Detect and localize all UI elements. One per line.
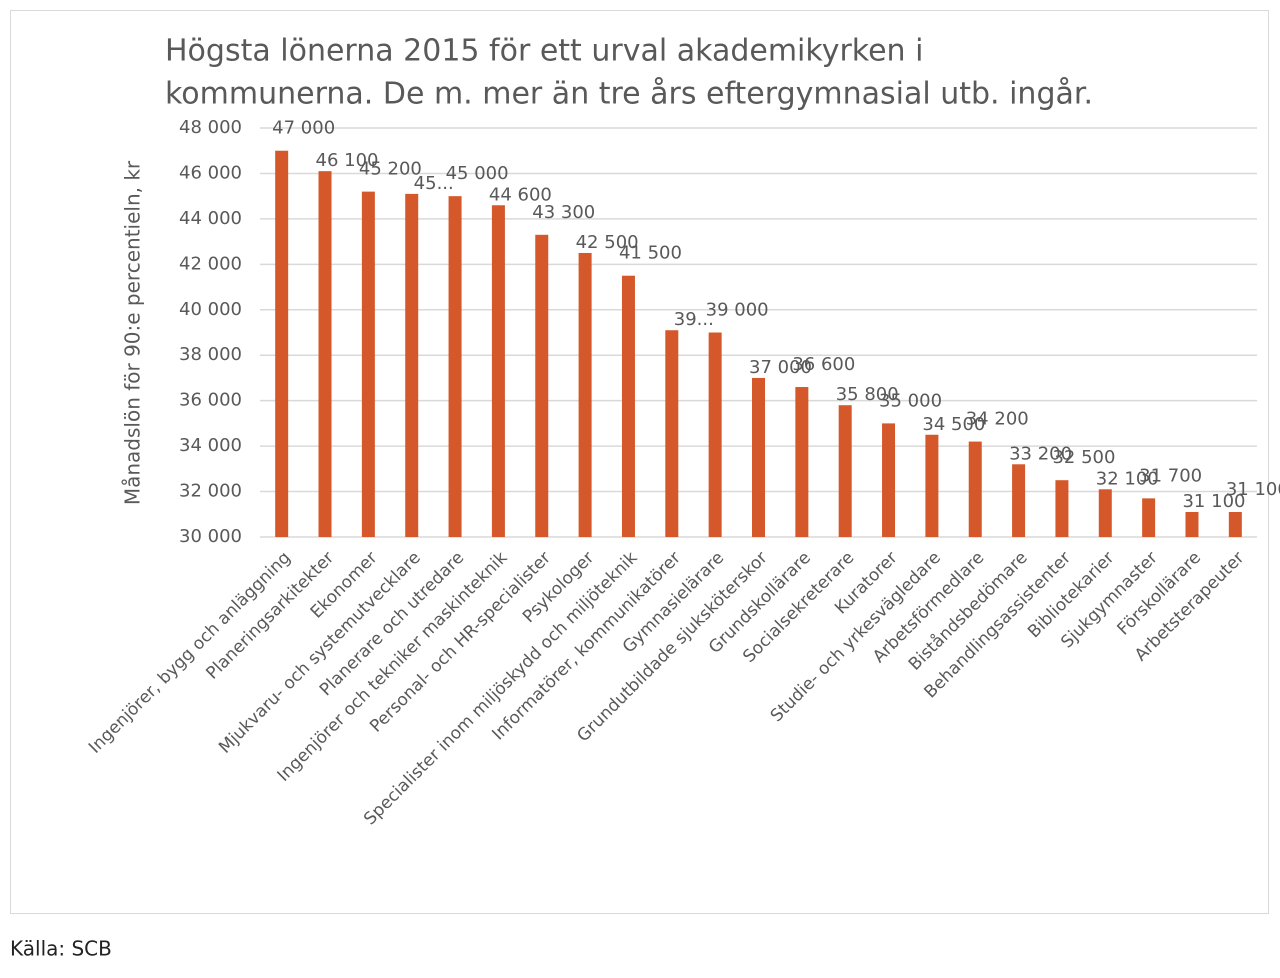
bar <box>752 377 765 537</box>
bar <box>925 434 939 537</box>
data-label: 46 100 <box>316 150 379 171</box>
y-tick-label: 38 000 <box>179 344 242 365</box>
data-label: 31 700 <box>1139 465 1202 486</box>
data-label: 42 500 <box>576 232 639 253</box>
y-tick-label: 48 000 <box>179 117 242 138</box>
data-label: 34 500 <box>922 414 985 435</box>
data-label: 32 100 <box>1096 468 1159 489</box>
data-label: 32 500 <box>1052 447 1115 468</box>
data-label: 47 000 <box>272 118 335 139</box>
bar <box>1012 464 1026 537</box>
bar <box>838 405 852 537</box>
data-label: 39... <box>674 309 714 330</box>
y-tick-label: 44 000 <box>179 208 242 229</box>
y-tick-label: 42 000 <box>179 253 242 274</box>
data-label: 43 300 <box>532 202 595 223</box>
data-label: 39 000 <box>706 300 769 321</box>
bar <box>1142 498 1156 537</box>
data-label: 45 000 <box>446 163 509 184</box>
y-tick-label: 34 000 <box>179 435 242 456</box>
bar <box>1098 489 1112 537</box>
data-label: 45 200 <box>359 159 422 180</box>
y-tick-label: 40 000 <box>179 299 242 320</box>
bar <box>448 196 462 537</box>
y-tick-label: 36 000 <box>179 390 242 411</box>
data-label: 33 200 <box>1009 443 1072 464</box>
data-label: 36 600 <box>792 354 855 375</box>
bar <box>578 252 592 537</box>
bar <box>491 205 505 537</box>
chart-frame <box>10 10 1269 914</box>
data-label: 31 100 <box>1226 479 1280 500</box>
data-label: 37 000 <box>749 357 812 378</box>
data-label: 35 800 <box>836 384 899 405</box>
data-label: 35 000 <box>879 390 942 411</box>
bar <box>968 441 982 537</box>
bar <box>318 171 332 537</box>
bar <box>1185 512 1199 537</box>
data-label: 44 600 <box>489 184 552 205</box>
y-tick-label: 46 000 <box>179 162 242 183</box>
data-label: 45... <box>414 173 454 194</box>
data-label: 41 500 <box>619 243 682 264</box>
bar <box>1228 512 1242 537</box>
bar <box>535 234 549 538</box>
bar <box>405 193 419 537</box>
y-tick-label: 30 000 <box>179 526 242 547</box>
bar <box>708 332 722 537</box>
bar <box>665 330 679 537</box>
bar <box>882 423 896 537</box>
bar <box>275 150 289 537</box>
y-axis-label: Månadslön för 90:e percentieln, kr <box>121 160 145 505</box>
bar <box>795 387 809 537</box>
bar <box>361 191 375 537</box>
data-label: 31 100 <box>1182 491 1245 512</box>
source: Källa: SCB <box>10 937 112 961</box>
bar <box>1055 480 1069 537</box>
chart-title: Högsta lönerna 2015 för ett urval akadem… <box>165 34 923 69</box>
data-label: 34 200 <box>966 409 1029 430</box>
chart-title: kommunerna. De m. mer än tre års eftergy… <box>165 77 1093 112</box>
y-tick-label: 32 000 <box>179 481 242 502</box>
bar <box>621 275 635 537</box>
